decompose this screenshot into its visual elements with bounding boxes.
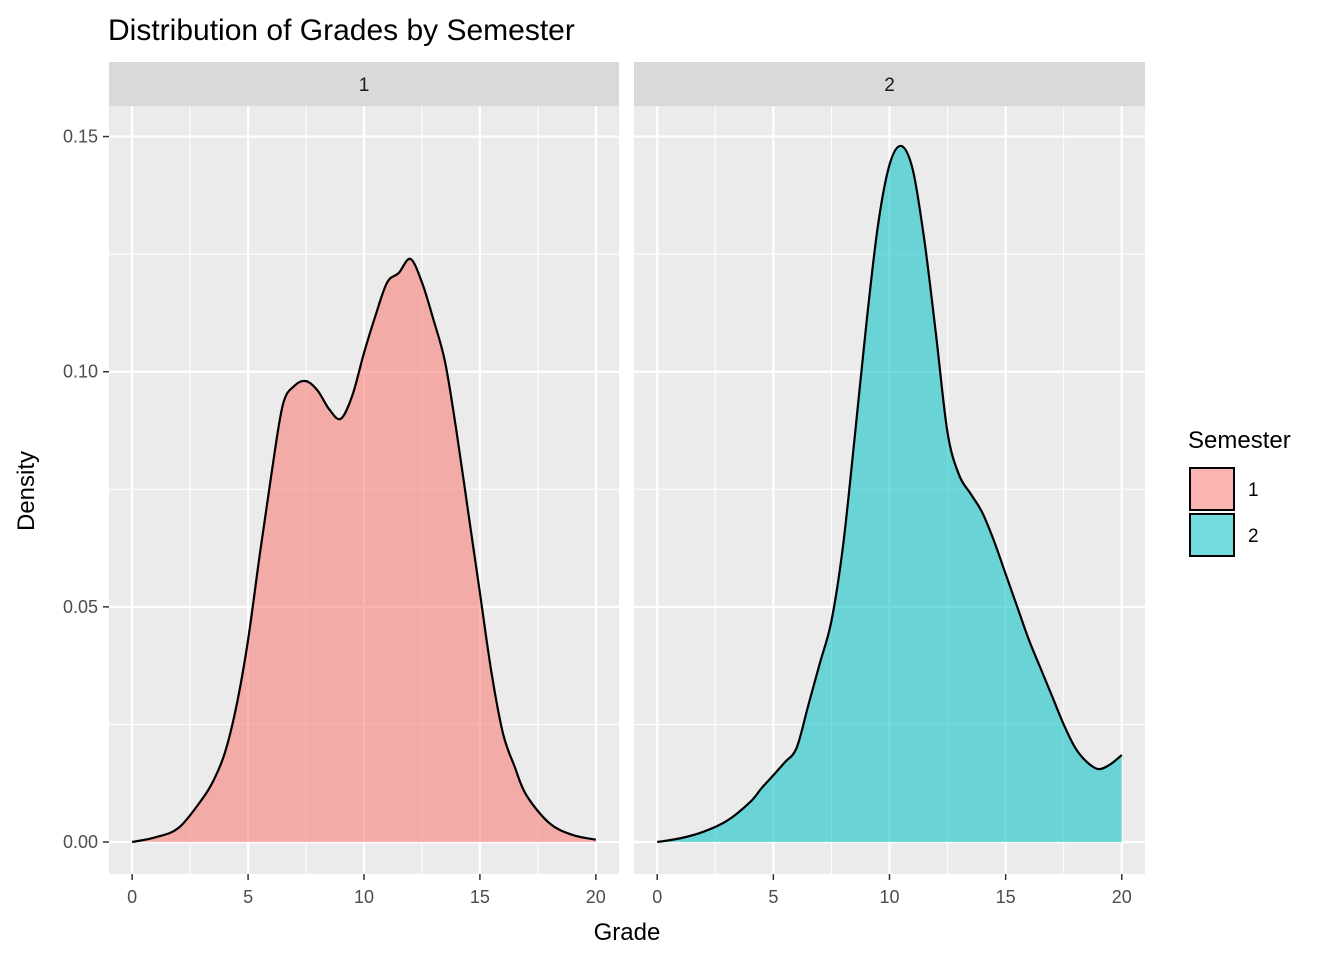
facet-panel-2: 20 5 10 15 20 <box>634 62 1145 907</box>
x-tick-label: 0 <box>127 887 137 907</box>
legend-key-1 <box>1189 467 1235 511</box>
density-line-semester-2 <box>657 144 1123 844</box>
density-area-semester-1 <box>132 258 596 843</box>
y-axis-label: Density <box>13 451 40 531</box>
y-tick-label: 0.15 <box>63 127 98 147</box>
y-tick-label: 0.05 <box>63 597 98 617</box>
x-tick-label: 20 <box>586 887 606 907</box>
x-tick-label: 0 <box>652 887 662 907</box>
x-tick-label: 5 <box>768 887 778 907</box>
density-line-semester-1 <box>131 257 597 844</box>
x-tick-label: 15 <box>996 887 1016 907</box>
legend: Semester 1 2 <box>1188 427 1291 557</box>
x-axis-label: Grade <box>594 919 661 946</box>
legend-label-2: 2 <box>1248 526 1259 547</box>
chart-title: Distribution of Grades by Semester <box>108 14 575 47</box>
legend-label-1: 1 <box>1248 480 1259 501</box>
facet-strip <box>109 62 619 106</box>
y-tick-label: 0.10 <box>63 362 98 382</box>
x-tick-label: 10 <box>879 887 899 907</box>
facet-strip-label: 2 <box>884 75 895 96</box>
legend-title: Semester <box>1188 427 1291 454</box>
y-tick-label: 0.00 <box>63 832 98 852</box>
facet-strip-label: 1 <box>359 75 370 96</box>
density-area-semester-2 <box>657 145 1122 843</box>
x-tick-label: 15 <box>470 887 490 907</box>
x-tick-label: 20 <box>1112 887 1132 907</box>
legend-key-2 <box>1189 513 1235 557</box>
facet-panel-1: 10 5 10 15 200.000.050.100.15 <box>63 62 619 907</box>
x-tick-label: 5 <box>243 887 253 907</box>
x-tick-label: 10 <box>354 887 374 907</box>
facet-strip <box>634 62 1145 106</box>
